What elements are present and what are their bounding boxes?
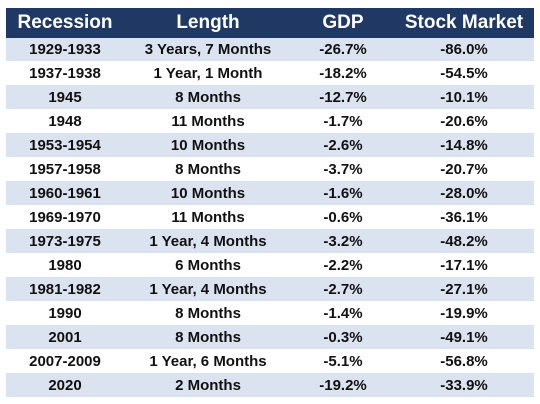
cell-gdp: -1.6% (292, 181, 394, 206)
cell-recession: 1973-1975 (6, 229, 124, 254)
cell-stock-market: -36.1% (394, 205, 534, 230)
cell-length: 8 Months (124, 157, 292, 182)
cell-stock-market: -54.5% (394, 61, 534, 86)
cell-gdp: -1.4% (292, 301, 394, 326)
cell-length: 10 Months (124, 181, 292, 206)
table-body: 1929-1933 3 Years, 7 Months -26.7% -86.0… (6, 38, 534, 398)
cell-recession: 1929-1933 (6, 38, 124, 62)
cell-stock-market: -10.1% (394, 85, 534, 110)
cell-gdp: -19.2% (292, 373, 394, 398)
cell-recession: 1948 (6, 109, 124, 134)
table-row: 1953-1954 10 Months -2.6% -14.8% (6, 133, 534, 158)
cell-length: 1 Year, 4 Months (124, 229, 292, 254)
cell-recession: 1990 (6, 301, 124, 326)
cell-gdp: -2.2% (292, 253, 394, 278)
cell-stock-market: -14.8% (394, 133, 534, 158)
cell-length: 11 Months (124, 205, 292, 230)
cell-recession: 2007-2009 (6, 349, 124, 374)
cell-stock-market: -48.2% (394, 229, 534, 254)
header-stock-market: Stock Market (394, 8, 534, 38)
cell-length: 1 Year, 1 Month (124, 61, 292, 86)
cell-length: 1 Year, 6 Months (124, 349, 292, 374)
cell-gdp: -0.3% (292, 325, 394, 350)
cell-length: 2 Months (124, 373, 292, 398)
cell-length: 8 Months (124, 301, 292, 326)
cell-stock-market: -20.6% (394, 109, 534, 134)
cell-stock-market: -49.1% (394, 325, 534, 350)
header-length: Length (124, 8, 292, 38)
table-row: 2001 8 Months -0.3% -49.1% (6, 325, 534, 350)
table-row: 1960-1961 10 Months -1.6% -28.0% (6, 181, 534, 206)
cell-recession: 1937-1938 (6, 61, 124, 86)
cell-length: 3 Years, 7 Months (124, 38, 292, 62)
cell-stock-market: -17.1% (394, 253, 534, 278)
table-row: 1980 6 Months -2.2% -17.1% (6, 253, 534, 278)
cell-stock-market: -19.9% (394, 301, 534, 326)
table-row: 1948 11 Months -1.7% -20.6% (6, 109, 534, 134)
table-row: 2020 2 Months -19.2% -33.9% (6, 373, 534, 398)
cell-stock-market: -56.8% (394, 349, 534, 374)
cell-recession: 1969-1970 (6, 205, 124, 230)
table-header: Recession Length GDP Stock Market (6, 8, 534, 38)
cell-gdp: -12.7% (292, 85, 394, 110)
cell-recession: 1957-1958 (6, 157, 124, 182)
recession-table-container: Recession Length GDP Stock Market 1929-1… (6, 8, 534, 398)
cell-gdp: -2.7% (292, 277, 394, 302)
cell-length: 8 Months (124, 325, 292, 350)
cell-length: 10 Months (124, 133, 292, 158)
table-row: 1969-1970 11 Months -0.6% -36.1% (6, 205, 534, 230)
cell-recession: 1953-1954 (6, 133, 124, 158)
cell-gdp: -26.7% (292, 38, 394, 62)
cell-gdp: -0.6% (292, 205, 394, 230)
table-row: 1973-1975 1 Year, 4 Months -3.2% -48.2% (6, 229, 534, 254)
cell-stock-market: -86.0% (394, 38, 534, 62)
cell-recession: 1980 (6, 253, 124, 278)
cell-recession: 2020 (6, 373, 124, 398)
cell-length: 6 Months (124, 253, 292, 278)
cell-gdp: -2.6% (292, 133, 394, 158)
cell-gdp: -3.7% (292, 157, 394, 182)
table-row: 1937-1938 1 Year, 1 Month -18.2% -54.5% (6, 61, 534, 86)
header-recession: Recession (6, 8, 124, 38)
cell-stock-market: -20.7% (394, 157, 534, 182)
cell-recession: 2001 (6, 325, 124, 350)
cell-recession: 1960-1961 (6, 181, 124, 206)
table-row: 1929-1933 3 Years, 7 Months -26.7% -86.0… (6, 38, 534, 62)
cell-stock-market: -33.9% (394, 373, 534, 398)
cell-gdp: -3.2% (292, 229, 394, 254)
header-gdp: GDP (292, 8, 394, 38)
table-row: 2007-2009 1 Year, 6 Months -5.1% -56.8% (6, 349, 534, 374)
table-row: 1990 8 Months -1.4% -19.9% (6, 301, 534, 326)
table-row: 1945 8 Months -12.7% -10.1% (6, 85, 534, 110)
cell-gdp: -5.1% (292, 349, 394, 374)
cell-recession: 1981-1982 (6, 277, 124, 302)
table-row: 1957-1958 8 Months -3.7% -20.7% (6, 157, 534, 182)
cell-length: 8 Months (124, 85, 292, 110)
cell-recession: 1945 (6, 85, 124, 110)
recession-table: Recession Length GDP Stock Market 1929-1… (6, 8, 534, 398)
cell-length: 11 Months (124, 109, 292, 134)
cell-length: 1 Year, 4 Months (124, 277, 292, 302)
cell-stock-market: -28.0% (394, 181, 534, 206)
cell-gdp: -18.2% (292, 61, 394, 86)
cell-stock-market: -27.1% (394, 277, 534, 302)
header-row: Recession Length GDP Stock Market (6, 8, 534, 38)
cell-gdp: -1.7% (292, 109, 394, 134)
table-row: 1981-1982 1 Year, 4 Months -2.7% -27.1% (6, 277, 534, 302)
